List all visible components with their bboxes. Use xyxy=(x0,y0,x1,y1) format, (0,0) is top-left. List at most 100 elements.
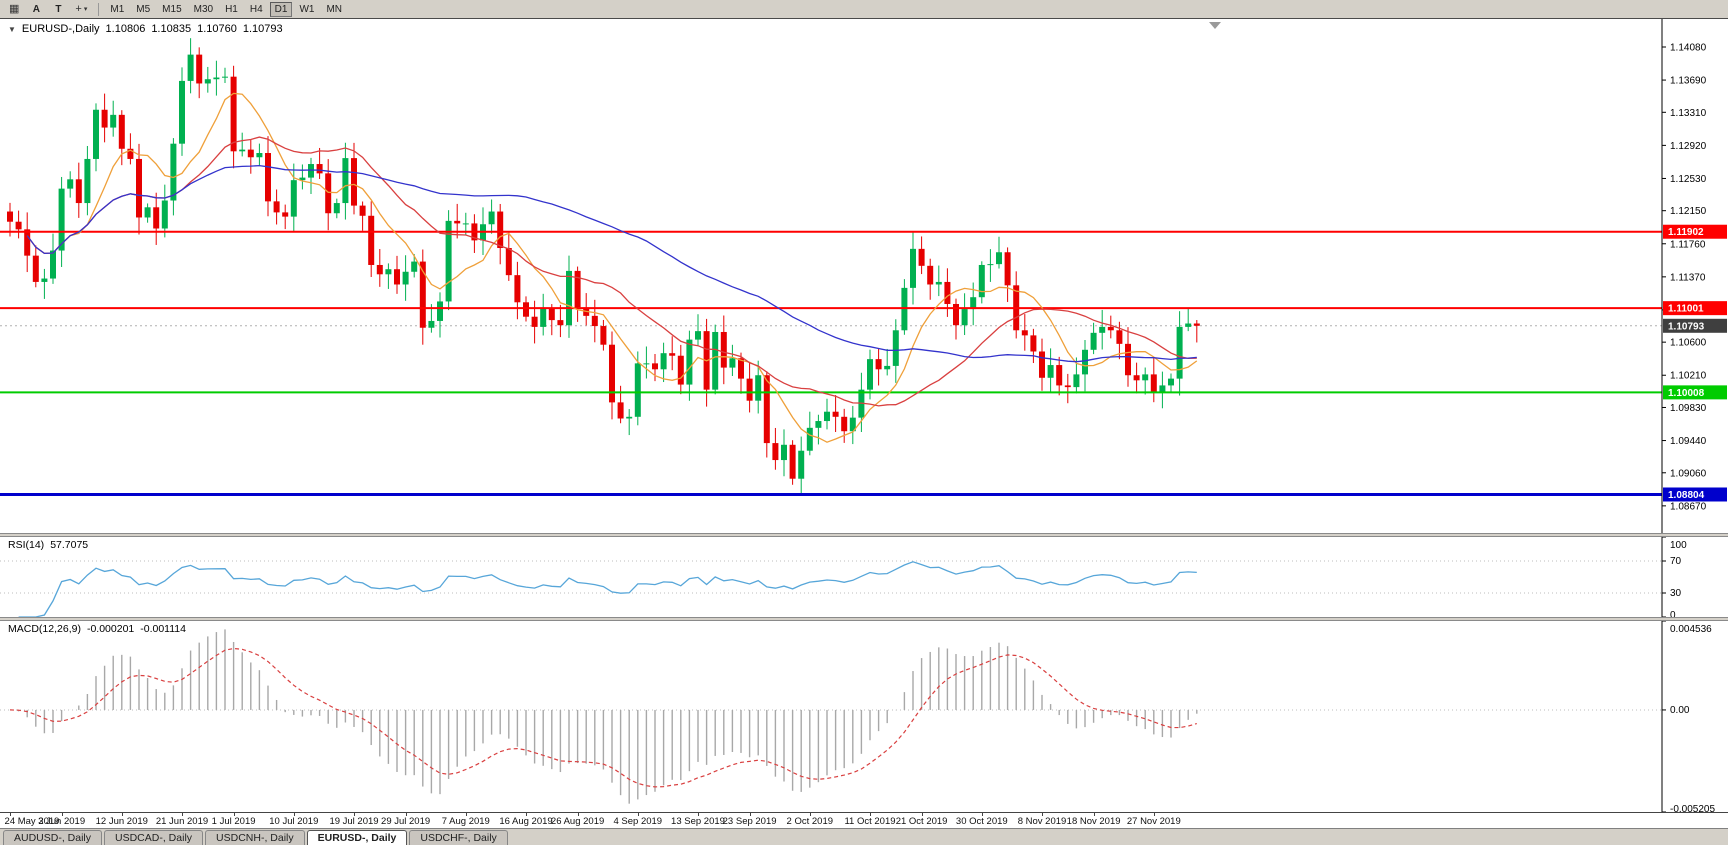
chart-tab-usdcnh[interactable]: USDCNH-, Daily xyxy=(205,830,305,845)
rsi-axis: 100 70 30 0 xyxy=(1661,537,1687,617)
svg-text:1.09060: 1.09060 xyxy=(1670,468,1707,479)
chevron-down-icon: ▾ xyxy=(83,6,88,13)
svg-text:30: 30 xyxy=(1670,588,1682,599)
trendline-tool-label: T xyxy=(55,3,62,15)
one-click-trading-arrow-icon[interactable]: ▼ xyxy=(8,24,16,34)
chart-tab-eurusd[interactable]: EURUSD-, Daily xyxy=(306,830,408,845)
timeframe-h1-button[interactable]: H1 xyxy=(225,3,238,15)
chart-shift-marker xyxy=(1209,22,1221,29)
chart-high-value: 1.10835 xyxy=(151,23,192,35)
svg-text:1.10210: 1.10210 xyxy=(1670,371,1707,382)
tab-label: USDCAD-, Daily xyxy=(115,832,193,844)
date-tick xyxy=(577,813,579,816)
date-axis-label: 3 Jun 2019 xyxy=(38,816,86,827)
pane-separator[interactable] xyxy=(0,617,1728,621)
chart-grid-icon: ▦ xyxy=(9,2,20,15)
svg-text:1.13310: 1.13310 xyxy=(1670,108,1707,119)
svg-text:1.10008: 1.10008 xyxy=(1668,388,1705,399)
date-axis[interactable]: 24 May 2019 3 Jun 2019 12 Jun 2019 21 Jun 2… xyxy=(0,812,1728,828)
text-tool-button[interactable]: A xyxy=(26,2,46,17)
rsi-name: RSI(14) xyxy=(8,539,45,551)
rsi-level-lines xyxy=(0,560,1662,594)
date-tick xyxy=(698,813,699,816)
rsi-pane[interactable]: 100 70 30 0 xyxy=(0,537,1728,617)
date-tick xyxy=(921,813,923,816)
date-tick xyxy=(637,813,639,816)
timeframe-w1-button[interactable]: W1 xyxy=(299,3,315,15)
svg-text:1.14080: 1.14080 xyxy=(1670,42,1707,53)
timeframe-d1-button[interactable]: D1 xyxy=(269,1,293,17)
svg-text:1.11760: 1.11760 xyxy=(1670,239,1706,250)
svg-text:1.13690: 1.13690 xyxy=(1670,76,1707,87)
horizontal-level-lines xyxy=(0,230,1662,496)
chart-tab-audusd[interactable]: AUDUSD-, Daily xyxy=(3,830,103,845)
date-tick xyxy=(1042,813,1043,816)
chart-low-value: 1.10760 xyxy=(197,23,237,35)
text-tool-label: A xyxy=(32,3,41,15)
timeframe-m5-button[interactable]: M5 xyxy=(136,3,151,15)
trendline-tool-button[interactable]: T xyxy=(48,2,68,17)
tab-label: AUDUSD-, Daily xyxy=(14,832,92,844)
date-axis-label: 24 May 2019 xyxy=(4,816,60,827)
timeframe-m15-button[interactable]: M15 xyxy=(162,3,182,15)
timeframe-h4-button[interactable]: H4 xyxy=(249,3,263,15)
crosshair-tool-button[interactable]: + ▾ xyxy=(70,2,92,17)
date-tick xyxy=(981,813,983,816)
pane-separator[interactable] xyxy=(0,533,1728,537)
date-axis-label: 4 Sep 2019 xyxy=(613,816,663,827)
date-tick xyxy=(1093,813,1095,816)
chart-window-button[interactable]: ▦ xyxy=(4,2,24,17)
date-tick xyxy=(1153,813,1155,816)
date-axis-label: 21 Oct 2019 xyxy=(895,816,948,827)
chart-close-value: 1.10793 xyxy=(242,23,283,35)
toolbar: ▦ A T + ▾ M1 M5 M15 M30 H1 H4 D1 W1 MN xyxy=(0,0,1728,19)
date-tick xyxy=(526,813,527,816)
tab-label: USDCHF-, Daily xyxy=(420,832,497,844)
svg-text:1.12530: 1.12530 xyxy=(1670,174,1707,185)
date-axis-label: 29 Jul 2019 xyxy=(381,816,431,827)
macd-histogram xyxy=(17,629,1198,804)
date-tick xyxy=(405,813,407,816)
date-axis-label: 27 Nov 2019 xyxy=(1126,816,1181,827)
date-axis-label: 23 Sep 2019 xyxy=(722,816,777,827)
macd-signal-value: -0.001114 xyxy=(140,623,186,635)
chart-open-value: 1.10806 xyxy=(105,23,146,35)
timeframe-m1-button[interactable]: M1 xyxy=(110,3,125,15)
svg-text:1.08804: 1.08804 xyxy=(1668,490,1705,501)
macd-indicator-label: MACD(12,26,9) -0.000201 -0.001114 xyxy=(8,623,186,635)
date-tick xyxy=(293,813,295,816)
date-axis-label: 26 Aug 2019 xyxy=(550,816,605,827)
date-tick xyxy=(749,813,751,816)
date-axis-label: 21 Jun 2019 xyxy=(155,816,209,827)
date-axis-label: 1 Jul 2019 xyxy=(211,816,256,827)
main-chart-pane[interactable]: 1.14080 1.13690 1.13310 1.12920 1.12530 1.121… xyxy=(0,19,1728,533)
tab-label: EURUSD-, Daily xyxy=(317,832,397,844)
timeframe-mn-button[interactable]: MN xyxy=(326,3,343,15)
macd-main-value: -0.000201 xyxy=(86,623,135,635)
svg-text:0.004536: 0.004536 xyxy=(1670,624,1712,635)
svg-text:70: 70 xyxy=(1670,556,1682,567)
chart-tab-usdcad[interactable]: USDCAD-, Daily xyxy=(104,830,204,845)
macd-pane[interactable]: 0.004536 0.00 -0.005205 xyxy=(0,621,1728,812)
date-axis-label: 19 Jul 2019 xyxy=(329,816,379,827)
price-tags: 1.11902 1.11001 1.10008 1.08804 1.10793 xyxy=(1663,224,1727,502)
date-tick xyxy=(61,813,63,816)
date-tick xyxy=(809,813,811,816)
rsi-value: 57.7075 xyxy=(50,539,89,551)
rsi-line xyxy=(18,561,1197,617)
svg-text:-0.005205: -0.005205 xyxy=(1670,804,1715,812)
svg-text:0: 0 xyxy=(1670,610,1676,617)
chart-tab-usdchf[interactable]: USDCHF-, Daily xyxy=(409,830,508,845)
svg-text:1.10793: 1.10793 xyxy=(1668,321,1705,332)
timeframe-m30-button[interactable]: M30 xyxy=(193,3,214,15)
date-axis-label: 30 Oct 2019 xyxy=(955,816,1008,827)
date-axis-label: 12 Jun 2019 xyxy=(95,816,148,827)
svg-text:1.08670: 1.08670 xyxy=(1670,501,1707,512)
date-tick xyxy=(870,813,871,816)
svg-text:1.11902: 1.11902 xyxy=(1668,227,1704,238)
svg-text:1.11001: 1.11001 xyxy=(1668,304,1704,315)
svg-text:1.12150: 1.12150 xyxy=(1670,206,1707,217)
date-axis-label: 11 Oct 2019 xyxy=(844,816,896,827)
date-tick xyxy=(354,813,355,816)
